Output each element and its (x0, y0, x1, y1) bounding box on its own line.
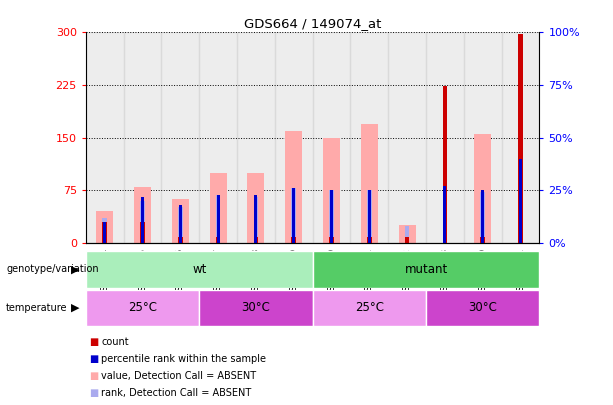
Bar (172, 199, 189, 243)
Text: mutant: mutant (405, 263, 447, 276)
Bar (103, 222, 106, 243)
Bar (481, 237, 485, 243)
Bar (254, 194, 257, 243)
Bar (86, 251, 313, 288)
Text: count: count (101, 337, 129, 347)
Bar (141, 197, 144, 243)
Bar (254, 197, 258, 243)
Bar (216, 237, 221, 243)
Bar (178, 207, 183, 243)
Text: ■: ■ (89, 337, 98, 347)
Bar (140, 201, 145, 243)
Bar (96, 211, 113, 243)
Text: value, Detection Call = ABSENT: value, Detection Call = ABSENT (101, 371, 256, 381)
Bar (443, 86, 447, 243)
Bar (481, 190, 484, 243)
Bar (285, 131, 302, 243)
Text: ▶: ▶ (71, 264, 80, 274)
Bar (388, 32, 426, 243)
Text: wt: wt (192, 263, 207, 276)
Bar (124, 32, 161, 243)
Text: 30°C: 30°C (242, 301, 270, 314)
Bar (329, 237, 334, 243)
Text: ■: ■ (89, 371, 98, 381)
Bar (140, 222, 145, 243)
Bar (275, 32, 313, 243)
Bar (323, 138, 340, 243)
Bar (351, 32, 388, 243)
Bar (426, 32, 464, 243)
Bar (86, 32, 124, 243)
Bar (398, 226, 416, 243)
Text: rank, Detection Call = ABSENT: rank, Detection Call = ABSENT (101, 388, 251, 398)
Bar (254, 237, 258, 243)
Bar (519, 159, 522, 243)
Text: ▶: ▶ (71, 303, 80, 313)
Text: ■: ■ (89, 388, 98, 398)
Bar (210, 173, 227, 243)
Text: temperature: temperature (6, 303, 67, 313)
Text: genotype/variation: genotype/variation (6, 264, 99, 274)
Bar (86, 290, 199, 326)
Bar (291, 188, 296, 243)
Bar (313, 32, 351, 243)
Bar (102, 222, 107, 243)
Text: ■: ■ (89, 354, 98, 364)
Title: GDS664 / 149074_at: GDS664 / 149074_at (244, 17, 381, 30)
Bar (237, 32, 275, 243)
Bar (405, 226, 409, 243)
Bar (481, 192, 485, 243)
Text: 25°C: 25°C (128, 301, 157, 314)
Bar (248, 173, 264, 243)
Bar (518, 34, 523, 243)
Bar (330, 190, 333, 243)
Bar (292, 188, 295, 243)
Bar (329, 190, 334, 243)
Bar (291, 237, 296, 243)
Bar (368, 190, 371, 243)
Bar (216, 194, 221, 243)
Text: 25°C: 25°C (355, 301, 384, 314)
Bar (102, 218, 107, 243)
Bar (179, 205, 182, 243)
Bar (161, 32, 199, 243)
Bar (313, 251, 539, 288)
Bar (361, 124, 378, 243)
Bar (367, 237, 371, 243)
Bar (199, 32, 237, 243)
Text: 30°C: 30°C (468, 301, 497, 314)
Bar (443, 186, 446, 243)
Bar (405, 237, 409, 243)
Bar (313, 290, 426, 326)
Bar (501, 32, 539, 243)
Bar (199, 290, 313, 326)
Bar (464, 32, 501, 243)
Bar (216, 194, 219, 243)
Bar (426, 290, 539, 326)
Bar (367, 190, 371, 243)
Bar (178, 237, 183, 243)
Bar (474, 134, 491, 243)
Bar (134, 187, 151, 243)
Text: percentile rank within the sample: percentile rank within the sample (101, 354, 266, 364)
